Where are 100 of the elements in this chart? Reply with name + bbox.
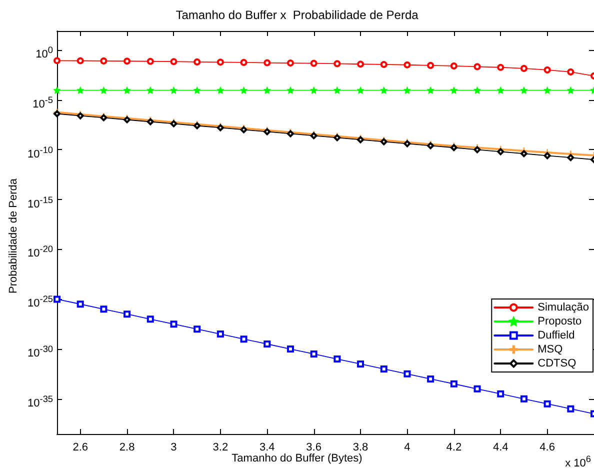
point <box>497 148 504 156</box>
point <box>380 60 388 68</box>
point <box>54 296 60 303</box>
point <box>217 86 224 94</box>
x-tick-label: 3.2 <box>212 442 228 454</box>
point <box>124 310 131 318</box>
y-tick-label: 10$^{-20}$ <box>28 243 53 260</box>
point <box>240 58 248 66</box>
legend-label: Simulação <box>538 302 589 314</box>
legend-label: CDTSQ <box>538 358 577 370</box>
y-tick-label: 10$^{-10}$ <box>28 144 53 160</box>
y-tick-label: 10$^{-25}$ <box>28 293 53 310</box>
point <box>146 86 154 94</box>
point <box>124 86 130 94</box>
y-tick-label: 10$^{-5}$ <box>32 94 53 110</box>
point <box>100 57 108 64</box>
point <box>544 66 551 74</box>
point <box>544 400 551 408</box>
point <box>567 68 574 76</box>
x-tick-label: 3 <box>170 442 177 454</box>
point <box>170 86 178 94</box>
point <box>216 330 224 338</box>
x-tick-label: 2.6 <box>72 442 88 454</box>
point <box>567 86 574 94</box>
point <box>450 380 458 388</box>
point <box>264 86 271 94</box>
point <box>357 60 364 68</box>
point <box>497 86 504 94</box>
x-tick-label: 4 <box>404 442 410 454</box>
point <box>170 58 178 66</box>
point <box>334 86 341 94</box>
point <box>497 64 504 71</box>
x-tick-label: 4.6 <box>540 442 555 454</box>
x-tick-label: 4.4 <box>492 442 508 454</box>
x-tick-label: 3.6 <box>306 442 322 454</box>
point <box>194 58 201 66</box>
point <box>170 320 178 328</box>
y-axis-title: Probabilidade de Perda <box>8 178 20 294</box>
point <box>474 385 481 392</box>
x-tick-label: 4.2 <box>446 442 462 454</box>
point <box>357 360 364 368</box>
point <box>404 61 411 68</box>
point <box>544 86 551 94</box>
point <box>427 86 434 94</box>
point <box>404 370 411 378</box>
x-tick-label: 2.8 <box>119 442 135 454</box>
y-tick-label: 10$^{-30}$ <box>28 343 53 360</box>
point <box>264 340 271 348</box>
point <box>286 60 294 67</box>
point <box>474 63 481 70</box>
x-axis-title: Tamanho do Buffer (Bytes) <box>232 452 362 464</box>
point <box>100 306 108 313</box>
point <box>194 86 200 94</box>
y-tick-label: 10$^{0}$ <box>36 44 53 61</box>
point <box>567 405 574 412</box>
text: x 10$^{6}$ <box>565 453 591 470</box>
point <box>310 60 318 67</box>
point <box>520 150 528 158</box>
point <box>286 346 294 353</box>
point <box>334 60 341 68</box>
x-tick-label: 3.4 <box>259 442 275 454</box>
point <box>124 58 131 65</box>
point <box>544 152 551 160</box>
point <box>310 350 318 358</box>
point <box>520 64 528 72</box>
point <box>146 58 154 65</box>
point <box>216 58 224 66</box>
point <box>76 86 84 94</box>
point <box>427 375 434 382</box>
legend-label: Proposto <box>538 316 582 328</box>
point <box>194 326 201 333</box>
point <box>240 336 248 343</box>
point <box>240 86 248 94</box>
point <box>520 395 528 402</box>
point <box>497 390 504 398</box>
point <box>357 86 364 94</box>
point <box>427 62 434 69</box>
point <box>404 86 411 94</box>
point <box>567 154 574 162</box>
point <box>76 57 84 64</box>
y-tick-label: 10$^{-35}$ <box>28 392 53 410</box>
point <box>450 86 458 94</box>
legend-label: Duffield <box>538 330 575 342</box>
y-tick-label: 10$^{-15}$ <box>28 194 53 210</box>
chart-title: Tamanho do Buffer x Probabilidade de Perda <box>176 8 419 22</box>
point <box>474 86 481 94</box>
point <box>264 59 271 66</box>
point <box>54 86 60 94</box>
point <box>380 86 388 94</box>
point <box>520 86 528 94</box>
x-tick-label: 3.8 <box>352 442 368 454</box>
point <box>76 300 84 308</box>
point <box>287 86 294 94</box>
point <box>450 62 458 70</box>
point <box>334 356 341 363</box>
point <box>54 57 60 64</box>
point <box>100 86 108 94</box>
point <box>310 86 318 94</box>
point <box>146 316 154 323</box>
point <box>380 365 388 372</box>
